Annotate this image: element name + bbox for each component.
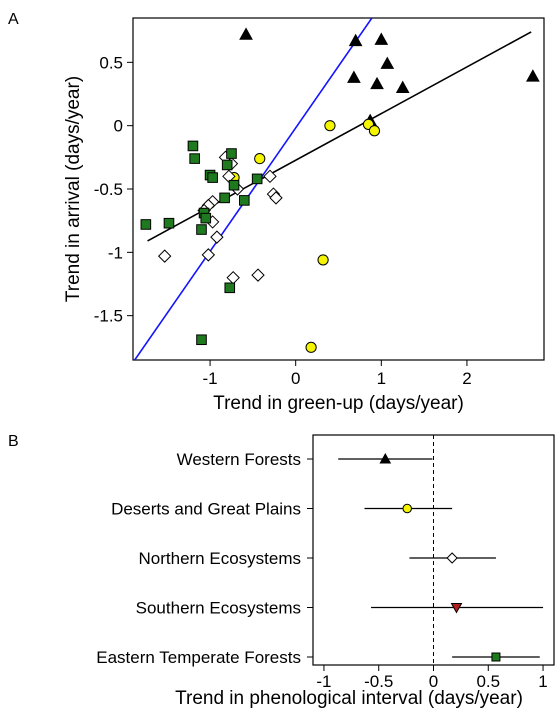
scatter-point-diamond [210,230,224,244]
scatter-point-triangle [395,80,410,93]
scatter-point-square [228,179,240,191]
scatter-x-tick-label: 1 [377,369,386,388]
scatter-point-square [196,334,207,346]
scatter-x-tick-label: 2 [462,369,471,388]
scatter-point-triangle [370,76,384,90]
scatter-y-axis-title: Trend in arrival (days/year) [63,76,84,302]
scatter-point-square [189,153,200,164]
forest-x-tick-label: 0 [429,672,438,691]
forest-x-tick-label: -1 [316,672,331,691]
forest-category-label: Northern Ecosystems [139,549,302,568]
scatter-point-diamond [251,268,265,282]
scatter-point-square [163,217,175,229]
scatter-point-triangle [374,32,389,45]
scatter-point-circle [368,125,381,137]
scatter-point-triangle [348,33,363,47]
scatter-point-diamond [226,270,240,285]
scatter-point-square [196,224,207,235]
scatter-y-tick-label: 0.5 [99,53,123,72]
scatter-point-triangle [380,56,395,69]
scatter-point-circle [324,120,336,132]
scatter-point-square [219,192,230,204]
scatter-point-circle [317,254,329,266]
scatter-point-square [224,282,236,294]
scatter-y-tick-label: -1 [108,243,123,262]
scatter-y-tick-label: -1.5 [94,307,123,326]
scatter-x-tick-label: -1 [203,369,218,388]
scatter-point-triangle [526,69,540,82]
scatter-point-diamond [263,169,277,184]
scatter-point-square [207,172,218,183]
forest-x-tick-label: -0.5 [364,672,393,691]
scatter-y-tick-label: 0 [114,117,123,136]
scatter-point-circle [305,341,317,353]
scatter-point-square [251,173,263,185]
scatter-point-square [187,140,199,152]
forest-point-triangle [379,452,392,464]
scatter-point-diamond [269,191,283,205]
scatter-x-axis-title: Trend in green-up (days/year) [213,393,464,414]
scatter-point-square [239,195,250,206]
forest-point-triangle-down [450,603,463,614]
scatter-point-square [140,219,152,230]
forest-category-label: Deserts and Great Plains [111,500,301,519]
scatter-y-tick-label: -0.5 [94,180,123,199]
scatter-point-square [221,159,233,171]
scatter-point-square [226,148,237,159]
regression-line-2 [134,18,373,360]
scatter-point-triangle [347,70,361,83]
scatter-point-square [200,212,212,224]
scatter-point-diamond [201,248,216,262]
scatter-point-circle [254,153,266,165]
panel-label-a: A [8,11,19,28]
forest-category-label: Southern Ecosystems [136,599,301,618]
forest-point-diamond [446,552,458,564]
scatter-point-diamond [157,249,172,263]
scatter-plot-area [132,17,545,361]
forest-x-tick-label: 1 [538,672,547,691]
forest-x-axis-title: Trend in phenological interval (days/yea… [175,688,523,709]
forest-x-tick-label: 0.5 [476,672,500,691]
scatter-point-triangle [239,27,253,40]
forest-point-square [491,652,501,662]
panel-label-b: B [8,433,19,450]
forest-category-label: Eastern Temperate Forests [96,648,301,667]
forest-category-label: Western Forests [177,450,301,469]
forest-point-circle [402,503,412,514]
scatter-x-tick-label: 0 [291,369,300,388]
